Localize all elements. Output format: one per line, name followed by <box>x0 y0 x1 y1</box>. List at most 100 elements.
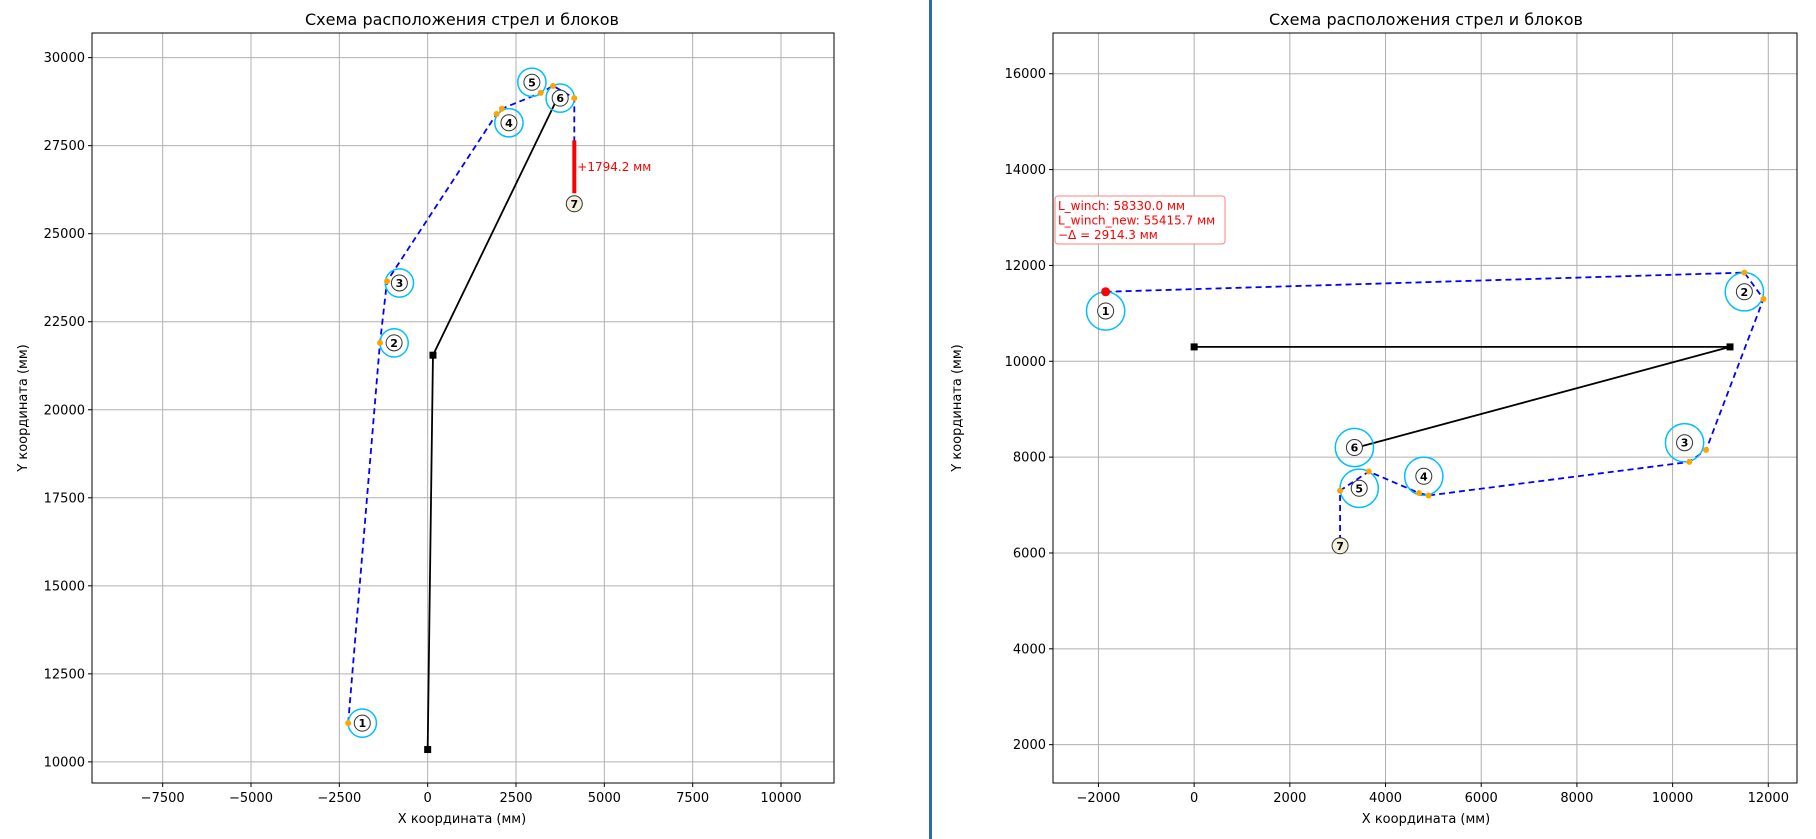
left-contact-point <box>345 720 352 727</box>
right-contact-point <box>1686 458 1693 465</box>
right-y-tick-label: 6000 <box>1013 546 1046 561</box>
right-contact-point <box>1760 295 1767 302</box>
right-rope-line <box>1105 271 1765 546</box>
left-chart-panel: Схема расположения стрел и блоков X коор… <box>16 10 835 827</box>
panel-divider <box>929 0 932 839</box>
left-x-tick-label: −7500 <box>141 791 185 806</box>
right-pulley-badge <box>1345 439 1363 457</box>
left-pulley-label: 3 <box>396 277 404 290</box>
right-pulley-label: 5 <box>1355 482 1363 495</box>
right-chart-panel: Схема расположения стрел и блоков X коор… <box>933 0 1816 839</box>
right-y-tick-label: 14000 <box>1005 163 1046 178</box>
right-pulley-badge <box>1676 434 1694 452</box>
left-pulley-badge <box>385 334 403 352</box>
left-y-tick-label: 25000 <box>44 227 85 242</box>
right-chart-title: Схема расположения стрел и блоков <box>1269 10 1583 29</box>
right-y-tick-label: 8000 <box>1013 451 1046 466</box>
left-x-tick-label: 7500 <box>676 791 709 806</box>
left-boom-line <box>426 99 558 750</box>
left-contact-point <box>537 89 544 96</box>
right-x-tick-label: 8000 <box>1560 791 1593 806</box>
right-annotation-box <box>1054 195 1226 245</box>
right-pulley-badge <box>1735 283 1753 301</box>
right-pulley-badge <box>1097 302 1115 320</box>
left-pulley-badge <box>523 73 541 91</box>
right-hook <box>1331 537 1349 555</box>
left-pulley-5 <box>517 67 547 98</box>
left-pulley-badge <box>390 274 408 292</box>
right-pulley-label: 4 <box>1420 470 1428 483</box>
left-contact-point <box>571 95 578 102</box>
right-boom-joint <box>1190 343 1198 351</box>
right-y-tick-label: 2000 <box>1013 738 1046 753</box>
right-annotation-line: L_winch: 58330.0 мм <box>1058 199 1185 213</box>
right-contact-point <box>1425 492 1432 499</box>
left-chart: Схема расположения стрел и блоков X коор… <box>16 10 835 827</box>
left-y-tick-label: 17500 <box>44 491 85 506</box>
left-y-tick-label: 20000 <box>44 403 85 418</box>
right-contact-point <box>1703 446 1710 453</box>
right-contact-point <box>1337 487 1344 494</box>
right-x-tick-label: 10000 <box>1652 791 1693 806</box>
left-pulley-badge <box>551 89 569 107</box>
right-pulley-label: 6 <box>1351 442 1359 455</box>
right-y-tick-label: 16000 <box>1005 67 1046 82</box>
right-annotation-line: −Δ = 2914.3 мм <box>1058 228 1158 242</box>
left-pulley-label: 6 <box>556 92 564 105</box>
right-annotation-line: L_winch_new: 55415.7 мм <box>1058 214 1215 228</box>
left-x-tick-label: 5000 <box>588 791 621 806</box>
right-x-tick-label: 2000 <box>1273 791 1306 806</box>
left-x-tick-label: 10000 <box>760 791 801 806</box>
right-x-tick-label: 4000 <box>1369 791 1402 806</box>
right-contact-point <box>1416 490 1423 497</box>
left-x-axis-label: X координата (мм) <box>398 812 526 827</box>
right-pulley-label: 3 <box>1681 437 1689 450</box>
left-hook <box>565 195 583 213</box>
left-delta-label: +1794.2 мм <box>577 160 651 174</box>
right-x-tick-label: 0 <box>1190 791 1198 806</box>
right-boom-joint <box>1726 343 1734 351</box>
left-pulley-badge <box>353 714 371 732</box>
left-pulley-label: 1 <box>358 717 366 730</box>
right-x-tick-label: 12000 <box>1748 791 1789 806</box>
left-axes-frame <box>91 32 835 784</box>
left-contact-point <box>498 105 505 112</box>
left-contact-point <box>493 110 500 117</box>
right-x-axis-label: X координата (мм) <box>1362 812 1490 827</box>
right-y-axis-label: Y координата (мм) <box>950 344 965 472</box>
right-winch-point <box>1101 287 1111 297</box>
left-rope-line <box>347 84 576 724</box>
left-pulley-label: 4 <box>505 117 513 130</box>
left-x-tick-label: 0 <box>424 791 432 806</box>
left-contact-point <box>550 82 557 89</box>
left-chart-title: Схема расположения стрел и блоков <box>305 10 619 29</box>
right-contact-point <box>1365 468 1372 475</box>
left-pulley-label: 5 <box>528 76 536 89</box>
right-pulley-badge <box>1415 467 1433 485</box>
left-y-tick-label: 10000 <box>44 755 85 770</box>
left-x-tick-label: 2500 <box>499 791 532 806</box>
right-pulley-badge <box>1350 479 1368 497</box>
right-hook-label: 7 <box>1336 540 1344 553</box>
left-pulley-4 <box>494 107 524 138</box>
right-y-tick-label: 12000 <box>1005 259 1046 274</box>
right-y-tick-label: 4000 <box>1013 642 1046 657</box>
left-y-tick-label: 22500 <box>44 315 85 330</box>
left-contact-point <box>376 339 383 346</box>
left-contact-point <box>384 278 391 285</box>
left-y-tick-label: 12500 <box>44 667 85 682</box>
left-y-tick-label: 30000 <box>44 51 85 66</box>
left-y-tick-label: 15000 <box>44 579 85 594</box>
left-y-tick-label: 27500 <box>44 139 85 154</box>
right-pulley-label: 2 <box>1741 286 1749 299</box>
right-boom-line <box>1194 345 1731 449</box>
left-hook-label: 7 <box>570 198 578 211</box>
right-contact-point <box>1741 269 1748 276</box>
left-x-tick-label: −2500 <box>317 791 361 806</box>
right-x-tick-label: −2000 <box>1076 791 1120 806</box>
left-x-tick-label: −5000 <box>229 791 273 806</box>
right-y-tick-label: 10000 <box>1005 355 1046 370</box>
right-chart: Схема расположения стрел и блоков X коор… <box>950 10 1798 827</box>
right-pulley-6 <box>1334 427 1375 468</box>
right-pulley-3 <box>1664 422 1705 463</box>
